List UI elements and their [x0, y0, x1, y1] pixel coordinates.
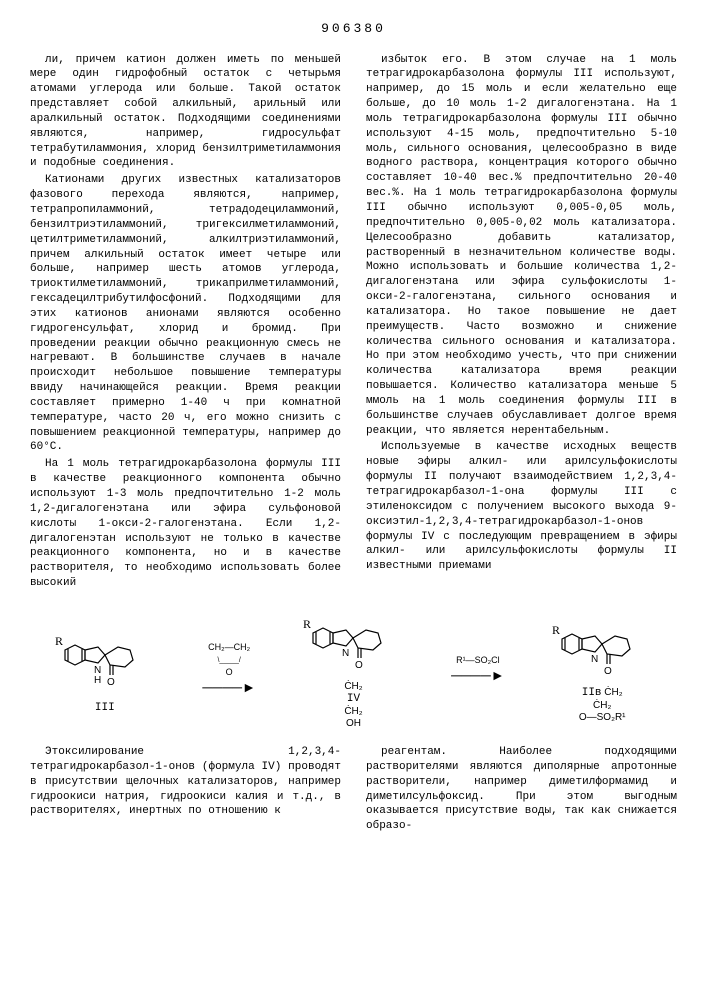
- molecule-iv: R N O ĊH₂IVĊH₂OH: [298, 608, 408, 730]
- para: реагентам. Наиболее подходящими раствори…: [366, 745, 677, 834]
- right-column-top: избыток его. В этом случае на 1 моль тет…: [366, 53, 677, 593]
- left-column-bottom: Этоксилирование 1,2,3,4-тетрагидрокарбаз…: [30, 745, 341, 836]
- reaction-scheme: R N H O III CH₂—CH₂ \_____/ O ────► R: [30, 608, 677, 730]
- right-column-bottom: реагентам. Наиболее подходящими раствори…: [366, 745, 677, 836]
- molecule-iv-chain: ĊH₂IVĊH₂OH: [298, 681, 408, 730]
- molecule-iib-chain: IIв ĊH₂ĊH₂O—SO₂R¹: [547, 687, 657, 724]
- arrow-1-bottom: O: [226, 667, 233, 677]
- svg-text:R: R: [552, 623, 560, 637]
- left-column-top: ли, причем катион должен иметь по меньше…: [30, 53, 341, 593]
- svg-text:O: O: [355, 660, 363, 671]
- para: На 1 моль тетрагидрокарбазолона формулы …: [30, 457, 341, 591]
- arrow-1: CH₂—CH₂ \_____/ O ────►: [199, 641, 259, 697]
- svg-text:N: N: [342, 648, 349, 659]
- molecule-iii: R N H O III: [50, 625, 160, 714]
- svg-text:O: O: [604, 666, 612, 677]
- arrow-1-top: CH₂—CH₂: [208, 642, 250, 652]
- para: избыток его. В этом случае на 1 моль тет…: [366, 53, 677, 439]
- top-columns: ли, причем катион должен иметь по меньше…: [30, 53, 677, 593]
- bottom-columns: Этоксилирование 1,2,3,4-тетрагидрокарбаз…: [30, 745, 677, 836]
- para: Катионами других известных катализаторов…: [30, 173, 341, 455]
- molecule-iii-label: III: [50, 703, 160, 714]
- para: ли, причем катион должен иметь по меньше…: [30, 53, 341, 172]
- svg-text:R: R: [303, 617, 311, 631]
- molecule-iib-label: IIв: [582, 687, 602, 699]
- arrow-1-label: CH₂—CH₂ \_____/ O: [202, 641, 256, 678]
- svg-text:O: O: [107, 677, 115, 688]
- arrow-2-label: R¹—SO₂Cl: [451, 654, 505, 666]
- arrow-2: R¹—SO₂Cl ────►: [448, 654, 508, 685]
- molecule-iv-label: IV: [347, 693, 360, 705]
- svg-text:N: N: [591, 654, 598, 665]
- para: Используемые в качестве исходных веществ…: [366, 440, 677, 574]
- svg-text:R: R: [55, 634, 63, 648]
- svg-text:H: H: [94, 675, 101, 686]
- molecule-iib: R N O IIв ĊH₂ĊH₂O—SO₂R¹: [547, 614, 657, 724]
- page-number: 906380: [30, 20, 677, 38]
- para: Этоксилирование 1,2,3,4-тетрагидрокарбаз…: [30, 745, 341, 819]
